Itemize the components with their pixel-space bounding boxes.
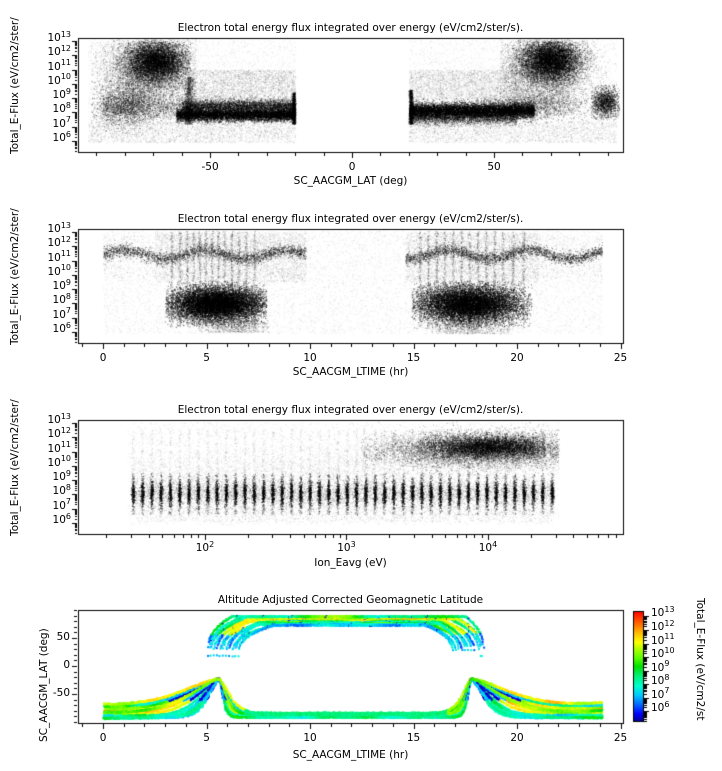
colorbar-tick-3: 109 [651,659,670,674]
p3-y-tick-3: 109 [52,468,71,484]
colorbar-label: Total_E-Flux (eV/cm2/st [694,598,706,721]
p1-y-tick-3: 109 [52,86,71,102]
panel4-xlabel: SC_AACGM_LTIME (hr) [292,749,409,761]
p2-y-tick-0: 106 [52,320,71,335]
panel3-ylabel: Total_E-Flux (eV/cm2/ster/ [9,399,21,536]
colorbar-tick-6: 1012 [651,618,675,633]
p2-x-tick-3: 15 [406,352,421,364]
panel4-ylabel: SC_AACGM_LAT (deg) [38,628,50,742]
p4-x-tick-2: 10 [303,732,317,744]
p1-y-tick-2: 108 [52,100,71,116]
p2-y-tick-4: 1010 [47,263,71,278]
p3-y-tick-4: 1010 [47,454,71,469]
p2-y-tick-1: 107 [52,306,71,321]
panel3-title: Electron total energy flux integrated ov… [177,404,524,416]
panel3-xlabel: Ion_Eavg (eV) [314,557,387,569]
colorbar-tick-2: 108 [651,672,670,688]
panel1-ylabel: Total_E-Flux (eV/cm2/ster/ [9,17,21,154]
p1-y-tick-1: 107 [52,115,71,130]
p2-x-tick-0: 0 [99,352,107,364]
p2-y-tick-7: 1013 [47,220,71,235]
panel1-xlabel: SC_AACGM_LAT (deg) [293,175,408,187]
p1-y-tick-5: 1011 [47,58,71,73]
p2-x-tick-1: 5 [203,352,210,364]
p4-x-tick-5: 25 [613,732,628,744]
panel1-title: Electron total energy flux integrated ov… [177,22,524,34]
p3-x-tick-2: 104 [478,539,498,554]
p4-y-tick-0: 50 [56,630,70,643]
p2-y-tick-3: 109 [52,277,71,293]
p3-y-tick-5: 1011 [47,440,71,455]
panel4-title: Altitude Adjusted Corrected Geomagnetic … [217,594,484,606]
p4-x-tick-3: 15 [406,732,421,744]
p2-x-tick-2: 10 [303,352,317,364]
colorbar-tick-7: 1013 [651,604,675,620]
p2-x-tick-5: 25 [613,352,628,364]
p4-x-tick-1: 5 [203,732,210,744]
p1-x-tick-1: 0 [348,161,356,173]
p1-y-tick-6: 1012 [47,43,71,59]
panel2-ylabel: Total_E-Flux (eV/cm2/ster/ [9,208,21,345]
p1-y-tick-4: 1010 [47,72,71,87]
p3-x-tick-0: 102 [195,539,215,554]
p4-y-tick-2: -50 [52,686,70,699]
p3-y-tick-1: 107 [52,497,71,512]
p1-y-tick-7: 1013 [47,29,71,44]
p2-y-tick-2: 108 [52,291,71,307]
p3-x-tick-1: 103 [337,539,356,554]
panel2-title: Electron total energy flux integrated ov… [177,213,524,225]
panel2-xlabel: SC_AACGM_LTIME (hr) [292,366,409,378]
p2-y-tick-6: 1012 [47,234,71,250]
colorbar-tick-5: 1011 [651,632,675,647]
p3-y-tick-0: 106 [52,511,71,526]
p3-y-tick-2: 108 [52,482,71,498]
p4-y-tick-1: 0 [63,658,70,671]
p2-x-tick-4: 20 [510,352,524,364]
p2-y-tick-5: 1011 [47,249,71,264]
colorbar-tick-1: 107 [651,686,670,701]
p4-x-tick-4: 20 [510,732,524,744]
p3-y-tick-7: 1013 [47,411,71,426]
p4-x-tick-0: 0 [99,732,107,744]
p1-y-tick-0: 106 [52,129,71,144]
p3-y-tick-6: 1012 [47,425,71,441]
p1-x-tick-0: -50 [201,161,219,173]
p1-x-tick-2: 50 [487,161,501,173]
colorbar-tick-0: 106 [651,699,670,715]
colorbar-tick-4: 1010 [651,645,675,661]
